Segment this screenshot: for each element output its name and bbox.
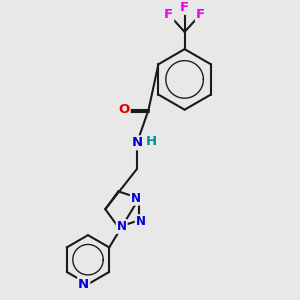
- Text: N: N: [131, 192, 141, 205]
- Text: F: F: [164, 8, 173, 21]
- Text: H: H: [146, 135, 157, 148]
- Text: F: F: [196, 8, 205, 21]
- Text: N: N: [78, 278, 89, 291]
- Text: N: N: [131, 136, 142, 149]
- Text: O: O: [118, 103, 130, 116]
- Text: N: N: [136, 215, 146, 228]
- Text: N: N: [117, 220, 127, 233]
- Text: F: F: [180, 1, 189, 14]
